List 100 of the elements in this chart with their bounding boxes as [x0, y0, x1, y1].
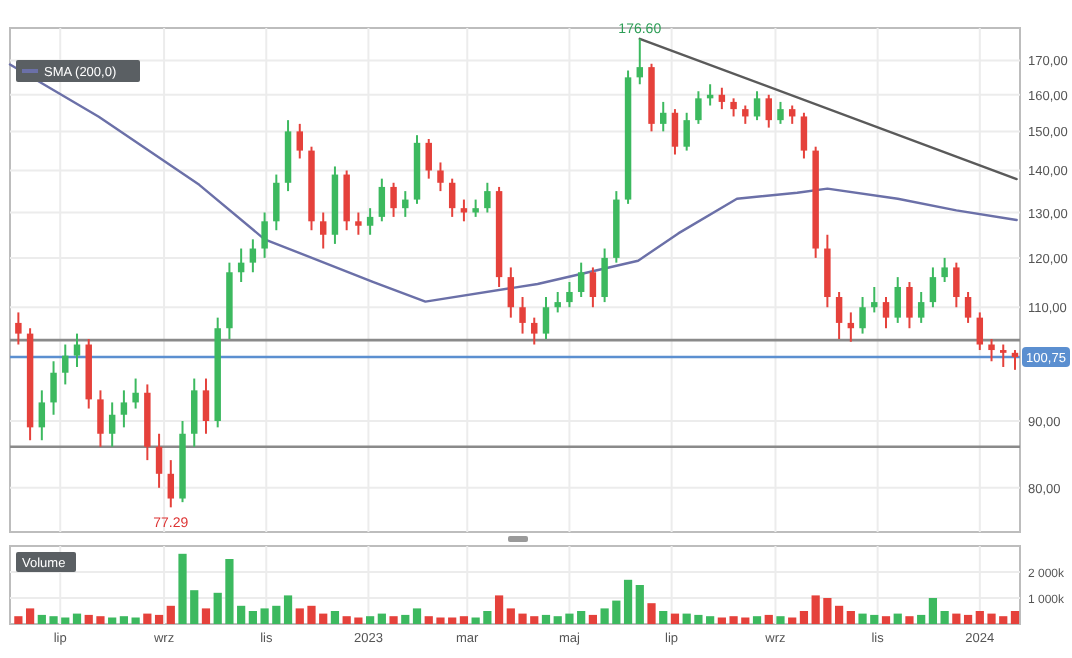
bar [389, 616, 398, 624]
bar [670, 613, 680, 624]
candlestick [577, 261, 585, 299]
bar [1010, 611, 1020, 624]
candlestick [296, 122, 303, 160]
bar [635, 585, 644, 624]
candlestick [390, 181, 397, 218]
candlestick [941, 256, 948, 284]
candlestick [894, 276, 901, 324]
candlestick [953, 261, 960, 309]
candlestick [871, 285, 878, 314]
bar [917, 614, 926, 624]
candlestick [554, 290, 561, 314]
bar [834, 605, 844, 624]
candlestick [484, 181, 491, 214]
candlestick [683, 111, 690, 152]
candlestick [97, 389, 104, 448]
candlestick [50, 360, 57, 416]
bar [905, 616, 914, 624]
candlestick [402, 190, 409, 218]
bar [377, 613, 386, 624]
candlestick [507, 266, 515, 319]
candlestick [636, 37, 644, 86]
candlestick [62, 343, 69, 386]
candlestick [859, 296, 866, 335]
bar [14, 616, 23, 624]
candlestick [882, 296, 890, 330]
candlestick [73, 332, 81, 368]
candlestick [120, 389, 128, 429]
candlestick [601, 247, 608, 304]
bar [401, 614, 410, 624]
bar [623, 579, 633, 624]
bar [143, 613, 152, 624]
candlestick [425, 137, 432, 180]
bar [940, 611, 949, 624]
candlestick [191, 377, 198, 448]
candlestick [566, 281, 573, 309]
bar [201, 608, 211, 624]
bar [25, 608, 35, 624]
bar [764, 614, 773, 624]
candlestick [378, 177, 386, 223]
bar [881, 616, 891, 624]
candlestick [671, 108, 679, 156]
line-series [8, 63, 1018, 303]
candlestick [1000, 343, 1007, 368]
candlestick [167, 459, 175, 509]
bar [788, 617, 797, 624]
bar [647, 603, 656, 624]
candlestick [753, 90, 761, 122]
candlestick [964, 290, 972, 324]
bar [494, 595, 504, 624]
bar [330, 611, 340, 624]
bar [928, 598, 938, 624]
candlestick [448, 177, 456, 218]
candlestick [906, 281, 913, 330]
candlestick [777, 100, 784, 125]
bar [154, 614, 164, 624]
bar [459, 616, 469, 624]
candlestick [202, 377, 210, 435]
candlestick [343, 169, 350, 232]
bar [659, 611, 668, 624]
bar [776, 616, 785, 624]
bar [131, 617, 140, 624]
bar [963, 614, 973, 624]
candlestick [988, 338, 995, 363]
bar [952, 613, 961, 624]
candlestick [38, 389, 46, 442]
candlestick [15, 311, 22, 346]
candlestick [542, 296, 550, 341]
candlestick [742, 104, 749, 125]
bar [72, 613, 82, 624]
candlestick [355, 211, 362, 236]
candlestick [273, 173, 280, 232]
candlestick [589, 266, 597, 309]
candlestick [765, 93, 772, 129]
bar [166, 605, 175, 624]
candlestick [437, 161, 444, 193]
bar [108, 617, 117, 624]
bar [412, 608, 422, 624]
candlestick [917, 290, 925, 324]
candlestick [249, 238, 257, 274]
bar [893, 613, 902, 624]
bar [799, 611, 809, 624]
candlestick [800, 111, 808, 160]
candlestick [531, 316, 538, 346]
candlestick [108, 401, 116, 448]
bar [119, 616, 129, 624]
bar [366, 616, 375, 624]
candlestick [261, 211, 268, 259]
candlestick [976, 311, 984, 352]
bar [752, 616, 762, 624]
candlestick [695, 90, 702, 125]
bar [283, 595, 293, 624]
candlestick [132, 377, 139, 410]
candlestick [519, 296, 526, 335]
candlestick [835, 290, 843, 341]
candlestick [460, 198, 468, 223]
candlestick [319, 211, 327, 250]
candlestick [730, 97, 737, 118]
bar [541, 614, 551, 624]
